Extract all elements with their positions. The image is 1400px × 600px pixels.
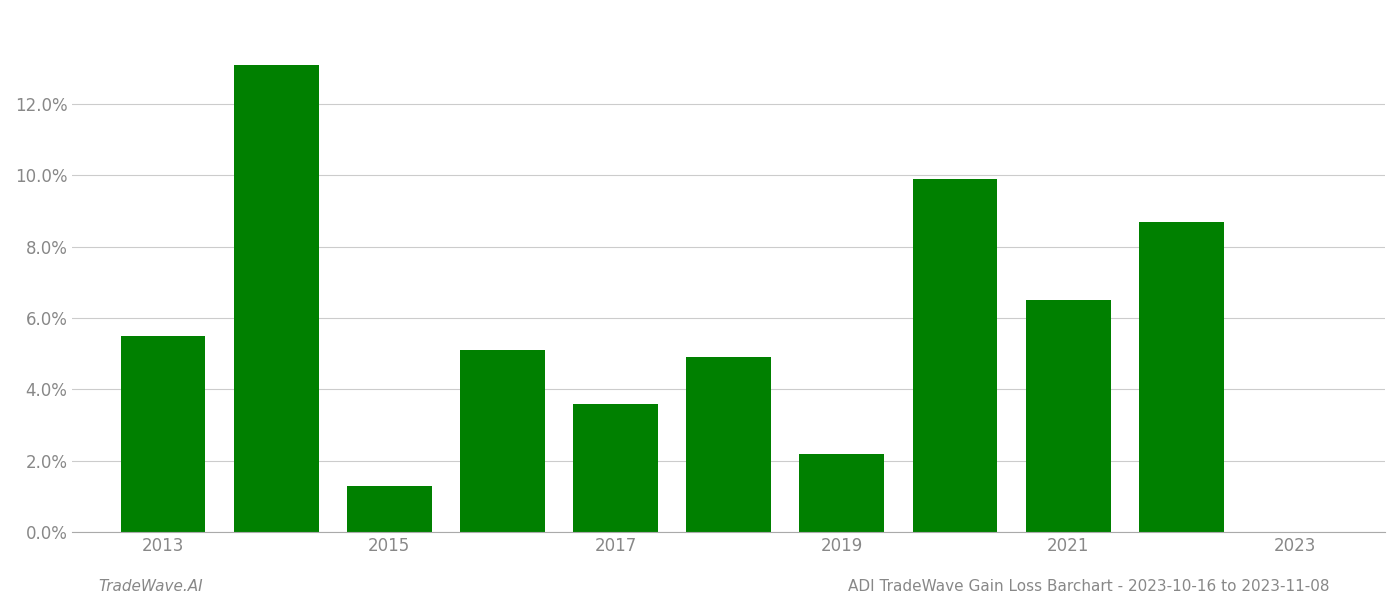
Bar	[913, 179, 997, 532]
Bar	[1140, 222, 1224, 532]
Bar	[573, 404, 658, 532]
Bar	[1026, 301, 1110, 532]
Bar	[461, 350, 545, 532]
Bar	[347, 486, 431, 532]
Text: TradeWave.AI: TradeWave.AI	[98, 579, 203, 594]
Bar	[686, 358, 771, 532]
Bar	[120, 336, 206, 532]
Bar	[234, 65, 319, 532]
Text: ADI TradeWave Gain Loss Barchart - 2023-10-16 to 2023-11-08: ADI TradeWave Gain Loss Barchart - 2023-…	[848, 579, 1330, 594]
Bar	[799, 454, 885, 532]
